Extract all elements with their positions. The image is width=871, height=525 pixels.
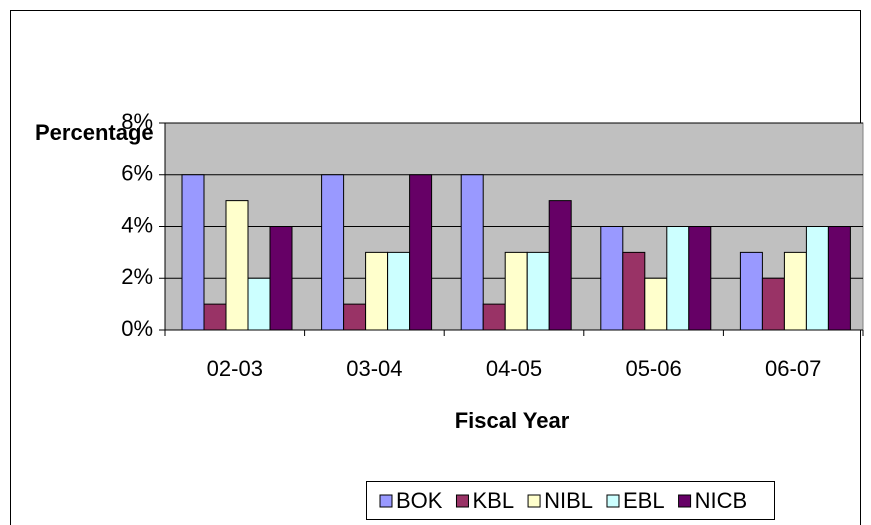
legend-swatch xyxy=(678,494,692,508)
bar xyxy=(783,251,807,331)
bar xyxy=(365,251,389,331)
bar xyxy=(343,303,367,331)
bar xyxy=(460,174,484,331)
legend-label: NICB xyxy=(695,488,748,513)
x-tick-label: 04-05 xyxy=(486,356,542,381)
bar xyxy=(225,200,249,331)
bar xyxy=(548,200,572,331)
legend-swatch xyxy=(379,494,393,508)
y-axis-label: Percentage xyxy=(35,120,154,145)
bar xyxy=(739,251,763,331)
bar xyxy=(644,277,668,331)
bar xyxy=(600,226,624,331)
bar xyxy=(805,226,829,331)
bar xyxy=(321,174,345,331)
bar xyxy=(269,226,293,331)
y-tick-label: 8% xyxy=(121,109,153,134)
bar xyxy=(387,251,411,331)
legend-swatch xyxy=(527,494,541,508)
x-tick-label: 03-04 xyxy=(346,356,402,381)
bar xyxy=(526,251,550,331)
bar xyxy=(203,303,227,331)
bar xyxy=(666,226,690,331)
legend-label: EBL xyxy=(623,488,665,513)
legend-label: KBL xyxy=(472,488,514,513)
y-tick-label: 0% xyxy=(121,316,153,341)
bar xyxy=(761,277,785,331)
legend-label: NIBL xyxy=(544,488,593,513)
legend-label: BOK xyxy=(396,488,443,513)
x-axis-label: Fiscal Year xyxy=(455,408,570,433)
x-tick-label: 05-06 xyxy=(625,356,681,381)
bar xyxy=(622,251,646,331)
bar xyxy=(827,226,851,331)
bar xyxy=(247,277,271,331)
y-tick-label: 4% xyxy=(121,212,153,237)
legend-box xyxy=(366,481,775,520)
y-tick-label: 6% xyxy=(121,161,153,186)
x-tick-label: 06-07 xyxy=(765,356,821,381)
bar xyxy=(181,174,205,331)
bar xyxy=(504,251,528,331)
bar xyxy=(409,174,433,331)
bar xyxy=(688,226,712,331)
bar xyxy=(482,303,506,331)
legend-swatch xyxy=(606,494,620,508)
y-tick-label: 2% xyxy=(121,264,153,289)
x-tick-label: 02-03 xyxy=(207,356,263,381)
legend-swatch xyxy=(455,494,469,508)
